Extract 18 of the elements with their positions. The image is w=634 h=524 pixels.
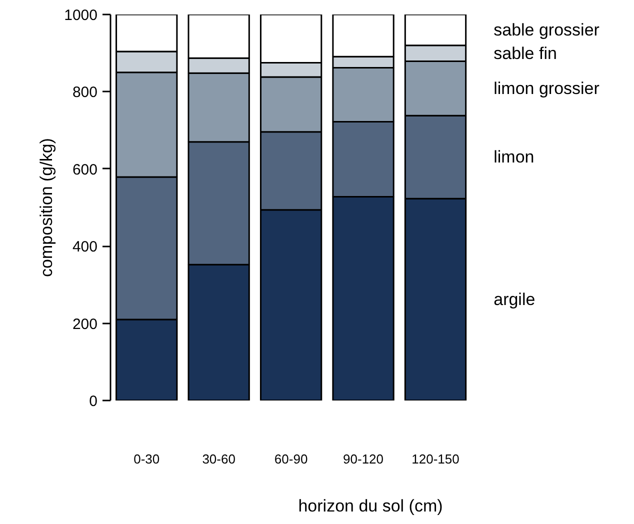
y-tick-label: 200 <box>72 316 98 333</box>
series-label: argile <box>494 290 536 310</box>
y-axis-title: composition (g/kg) <box>37 138 56 277</box>
y-tick-label: 0 <box>89 393 98 410</box>
series-label: sable fin <box>494 44 557 63</box>
y-tick-label: 400 <box>72 238 98 256</box>
y-tick-label: 600 <box>72 161 98 178</box>
series-label: limon grossier <box>494 78 600 98</box>
series-label: limon <box>494 148 534 167</box>
y-tick-label: 800 <box>72 84 98 102</box>
x-tick-label: 30-60 <box>202 452 236 466</box>
x-tick-label: 60-90 <box>274 452 308 466</box>
series-label: sable grossier <box>494 20 600 40</box>
x-tick-label: 90-120 <box>343 452 384 466</box>
y-tick-label: 1000 <box>64 7 98 24</box>
x-axis-title: horizon du sol (cm) <box>298 496 443 516</box>
x-tick-label: 0-30 <box>134 452 160 466</box>
x-tick-label: 120-150 <box>412 452 460 466</box>
